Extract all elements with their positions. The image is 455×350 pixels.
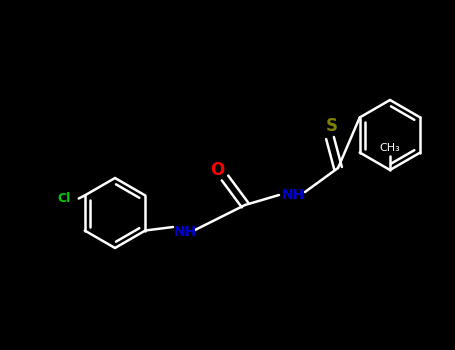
Text: O: O [210, 161, 224, 179]
Text: NH: NH [173, 225, 197, 239]
Text: CH₃: CH₃ [379, 143, 400, 153]
Text: Cl: Cl [57, 192, 71, 205]
Text: NH: NH [281, 188, 305, 202]
Text: S: S [326, 117, 338, 135]
